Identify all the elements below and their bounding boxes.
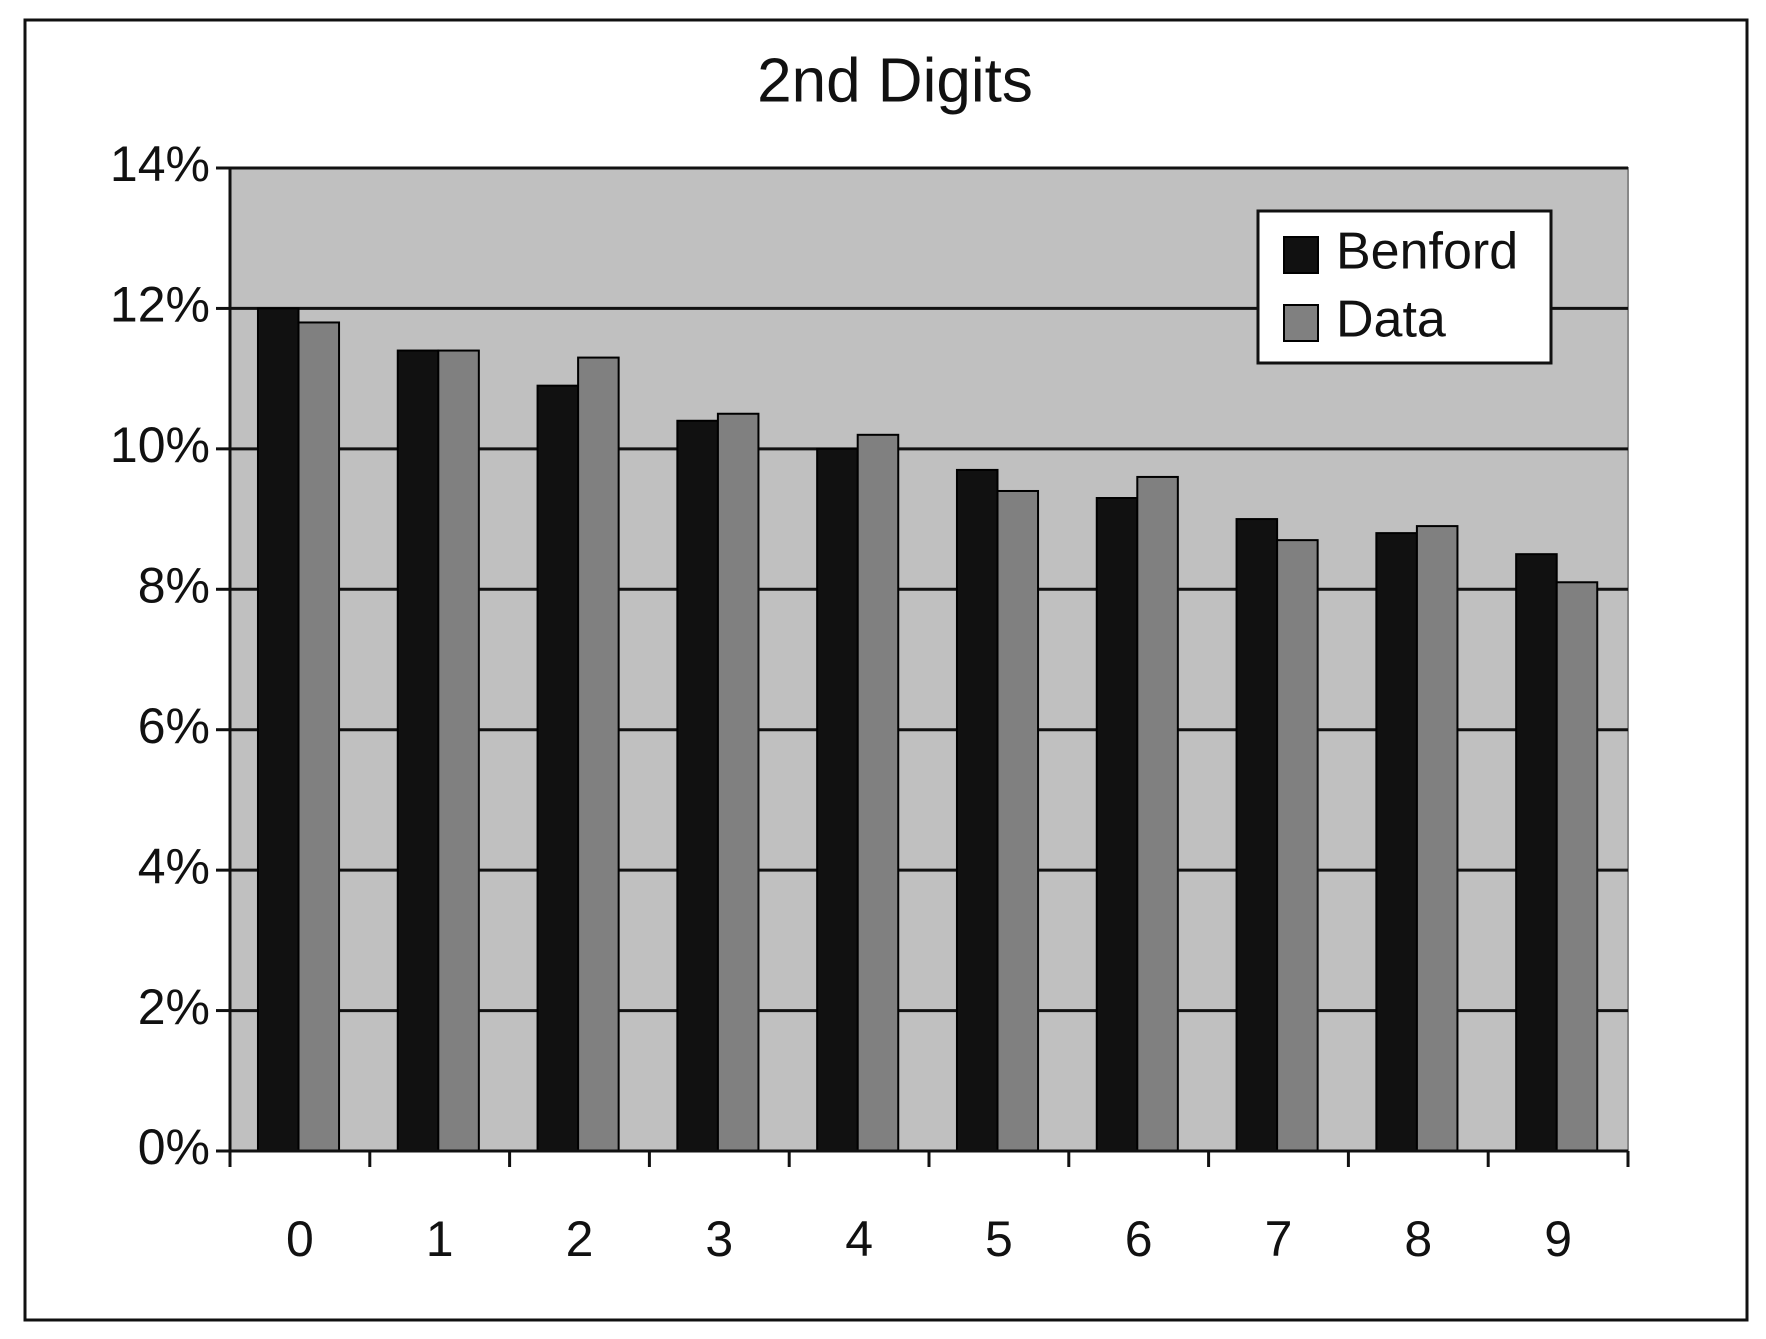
x-tick-label: 2 [566, 1211, 594, 1267]
y-tick-label: 8% [138, 557, 210, 613]
bar [396, 349, 440, 1152]
bar [1235, 518, 1279, 1152]
bar [716, 412, 760, 1152]
bar [256, 307, 300, 1152]
x-tick-label: 6 [1125, 1211, 1153, 1267]
bar [1095, 497, 1139, 1152]
chart-title: 2nd Digits [757, 46, 1033, 115]
bar [1415, 525, 1459, 1152]
bar [437, 349, 480, 1152]
bar [955, 468, 999, 1152]
x-tick-label: 8 [1404, 1211, 1432, 1267]
bar [996, 489, 1040, 1152]
bar [297, 321, 341, 1152]
y-tick-label: 4% [138, 838, 210, 894]
bar [577, 356, 620, 1153]
legend-swatch [1283, 236, 1319, 274]
x-tick-label: 3 [705, 1211, 733, 1267]
bar [1136, 475, 1179, 1152]
x-tick-label: 5 [985, 1211, 1013, 1267]
y-tick-label: 6% [138, 698, 210, 754]
bar [1555, 581, 1599, 1152]
legend-swatch [1283, 304, 1319, 342]
bar [1515, 553, 1558, 1152]
bar [676, 419, 719, 1152]
bar [536, 384, 580, 1152]
x-tick-label: 4 [845, 1211, 873, 1267]
legend-label: Data [1336, 291, 1446, 349]
bar [816, 447, 859, 1153]
x-tick-label: 1 [426, 1211, 454, 1267]
y-tick-label: 2% [138, 979, 210, 1035]
bar [856, 433, 900, 1153]
y-tick-label: 10% [110, 417, 210, 473]
legend-label: Benford [1336, 223, 1518, 281]
y-tick-label: 12% [110, 277, 210, 333]
x-tick-label: 7 [1265, 1211, 1293, 1267]
x-tick-label: 0 [286, 1211, 314, 1267]
x-tick-label: 9 [1544, 1211, 1572, 1267]
bar [1276, 539, 1319, 1152]
y-tick-label: 0% [138, 1119, 210, 1175]
bar [1375, 532, 1418, 1152]
y-tick-label: 14% [110, 136, 210, 192]
